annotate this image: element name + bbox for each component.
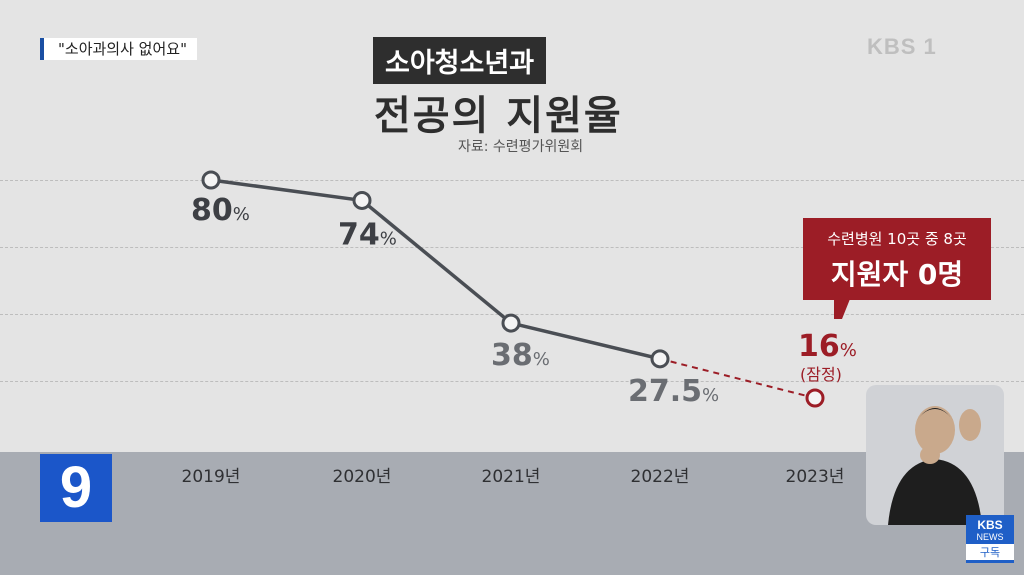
chart-source: 자료: 수련평가위원회 bbox=[458, 139, 584, 155]
data-label-unit: % bbox=[533, 349, 550, 370]
data-label-unit: % bbox=[233, 204, 250, 225]
data-label-unit: % bbox=[380, 228, 397, 249]
data-point bbox=[805, 388, 825, 408]
data-label-provisional: 16% bbox=[798, 329, 857, 364]
data-point bbox=[201, 170, 221, 190]
callout-tail bbox=[834, 299, 850, 319]
channel-9-logo: 9 bbox=[40, 454, 112, 522]
data-label: 80% bbox=[191, 193, 250, 228]
chart-title: 소아청소년과 bbox=[373, 37, 547, 84]
data-label-unit: % bbox=[840, 340, 857, 361]
data-point bbox=[352, 190, 372, 210]
kbs-news-mid: NEWS bbox=[976, 532, 1004, 542]
grid-line bbox=[0, 381, 1024, 382]
callout-line1: 수련병원 10곳 중 8곳 bbox=[827, 230, 967, 248]
kbs-news-top: KBS bbox=[977, 518, 1003, 532]
data-label: 38% bbox=[491, 338, 550, 373]
data-point bbox=[501, 313, 521, 333]
bottom-band bbox=[0, 452, 1024, 575]
series-segment-provisional bbox=[659, 357, 816, 399]
grid-line bbox=[0, 180, 1024, 181]
data-label: 27.5% bbox=[628, 374, 719, 409]
sign-language-interpreter bbox=[866, 385, 1004, 525]
x-tick-label: 2019년 bbox=[182, 467, 241, 487]
x-tick-label: 2020년 bbox=[333, 467, 392, 487]
series-segment bbox=[210, 178, 363, 203]
x-tick-label: 2021년 bbox=[482, 467, 541, 487]
subscribe-button[interactable]: 구독 bbox=[966, 544, 1014, 560]
data-point bbox=[650, 349, 670, 369]
provisional-note: (잠정) bbox=[800, 365, 842, 384]
callout-line2: 지원자 0명 bbox=[830, 258, 964, 291]
chart-subtitle: 전공의 지원율 bbox=[374, 93, 623, 139]
interpreter-figure bbox=[888, 406, 982, 525]
callout-box: 수련병원 10곳 중 8곳 지원자 0명 bbox=[803, 218, 991, 300]
x-tick-label: 2023년 bbox=[786, 467, 845, 487]
headline-caption: "소아과의사 없어요" bbox=[40, 38, 197, 60]
grid-line bbox=[0, 247, 1024, 248]
x-tick-label: 2022년 bbox=[631, 467, 690, 487]
series-segment bbox=[360, 199, 513, 325]
kbs-news-subscribe-badge[interactable]: KBS NEWS 구독 bbox=[966, 515, 1014, 563]
data-label-unit: % bbox=[702, 385, 719, 406]
series-segment bbox=[510, 321, 661, 361]
kbs1-logo: KBS 1 bbox=[867, 34, 937, 59]
